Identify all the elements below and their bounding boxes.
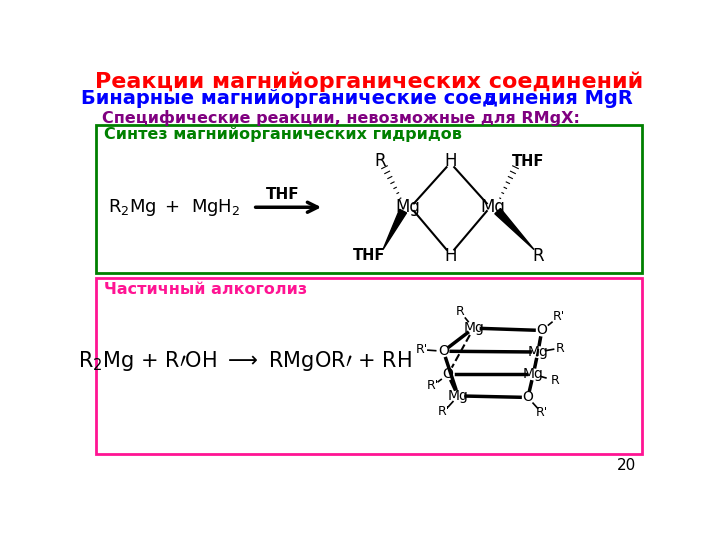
Text: O: O — [523, 390, 534, 404]
Text: THF: THF — [266, 187, 299, 201]
Text: H: H — [444, 247, 456, 265]
Text: THF: THF — [512, 153, 544, 168]
Polygon shape — [383, 210, 407, 249]
Text: R$_2$Mg + R$\prime$OH $\longrightarrow$ RMgOR$\prime$ + RH: R$_2$Mg + R$\prime$OH $\longrightarrow$ … — [78, 349, 412, 373]
Text: R: R — [532, 247, 544, 265]
Text: Синтез магнийорганических гидридов: Синтез магнийорганических гидридов — [104, 126, 462, 142]
Text: O: O — [438, 344, 449, 358]
Text: R: R — [551, 374, 559, 387]
Text: Mg: Mg — [523, 367, 544, 381]
Text: R': R' — [553, 310, 565, 323]
Text: R': R' — [536, 406, 548, 420]
Text: THF: THF — [353, 248, 385, 264]
Bar — [96, 125, 642, 273]
Text: Частичный алкоголиз: Частичный алкоголиз — [104, 282, 307, 297]
Text: O: O — [443, 367, 454, 381]
Polygon shape — [495, 208, 534, 249]
Text: Mg: Mg — [463, 321, 484, 335]
Text: Mg: Mg — [448, 389, 469, 403]
Text: Mg: Mg — [395, 198, 420, 216]
Text: H: H — [444, 152, 456, 170]
Text: Mg: Mg — [528, 345, 549, 359]
Text: O: O — [536, 323, 547, 338]
Text: 2: 2 — [485, 95, 494, 108]
Text: R': R' — [426, 380, 438, 393]
Bar — [96, 278, 642, 454]
Text: R': R' — [415, 343, 428, 356]
Text: Реакции магнийорганических соединений: Реакции магнийорганических соединений — [95, 71, 643, 92]
Text: R': R' — [438, 405, 450, 418]
Text: R$_2$Mg: R$_2$Mg — [109, 197, 157, 218]
Text: Специфические реакции, невозможные для RMgX:: Специфические реакции, невозможные для R… — [102, 110, 580, 126]
Text: R: R — [375, 152, 387, 170]
Text: R: R — [555, 342, 564, 355]
Text: R: R — [455, 305, 464, 318]
Text: Mg: Mg — [480, 198, 505, 216]
Text: 20: 20 — [617, 458, 636, 472]
Text: Бинарные магнийорганические соединения MgR: Бинарные магнийорганические соединения M… — [81, 89, 634, 108]
Text: MgH$_2$: MgH$_2$ — [191, 197, 240, 218]
Text: +: + — [164, 198, 179, 216]
